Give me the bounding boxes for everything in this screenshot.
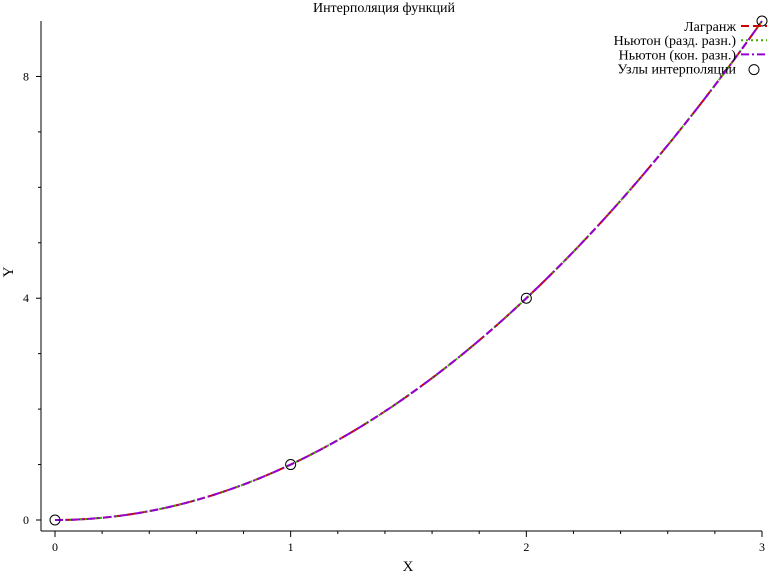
y-tick-label: 4 — [23, 291, 29, 305]
y-tick-label: 8 — [23, 69, 29, 83]
axes: 0 1 2 3 0 4 8 — [23, 21, 765, 554]
interpolation-nodes — [49, 15, 768, 526]
y-axis-label: Y — [1, 266, 17, 277]
legend-label-1: Ньютон (разд. разн.) — [614, 34, 737, 49]
chart-title: Интерполяция функций — [313, 1, 456, 16]
series-line-0 — [54, 20, 763, 521]
x-tick-label: 3 — [759, 540, 765, 554]
series-line-1 — [54, 20, 763, 521]
series-layer — [54, 20, 763, 521]
legend-label-2: Ньютон (кон. разн.) — [619, 48, 737, 63]
y-tick-label: 0 — [23, 513, 29, 527]
x-tick-label: 1 — [288, 540, 294, 554]
x-tick-label: 2 — [523, 540, 529, 554]
node-point — [285, 459, 297, 471]
x-axis-label: X — [403, 559, 414, 575]
node-point — [49, 514, 61, 526]
node-point — [756, 15, 768, 27]
legend-marker-3 — [748, 64, 760, 76]
x-tick-label: 0 — [52, 540, 58, 554]
series-line-2 — [54, 20, 763, 521]
legend-label-0: Лагранж — [684, 20, 736, 35]
legend-label-3: Узлы интерполяции — [617, 63, 736, 78]
node-point — [520, 292, 532, 304]
